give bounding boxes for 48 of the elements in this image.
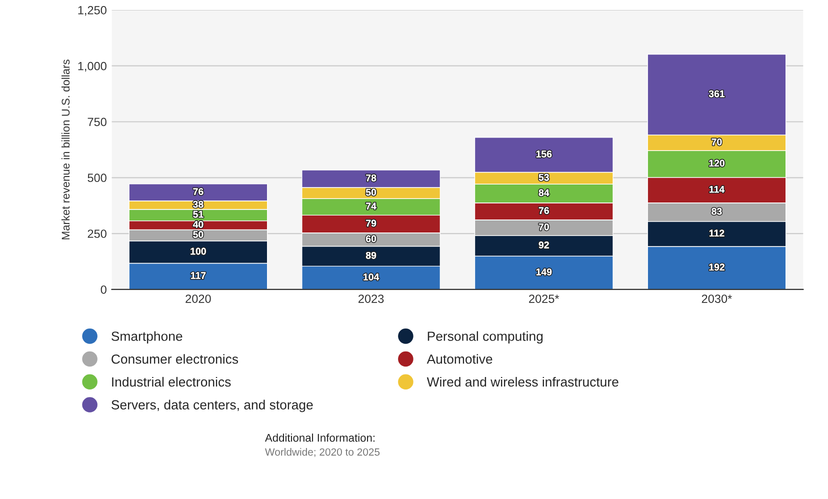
text: Additional Information: bbox=[264, 434, 375, 442]
data-label: 117 bbox=[190, 272, 206, 279]
data-label: 40 bbox=[192, 220, 204, 228]
data-label: 38 bbox=[193, 200, 204, 208]
data-label: 100 bbox=[190, 248, 206, 255]
data-label: 120 bbox=[709, 160, 724, 167]
data-label: 70 bbox=[712, 138, 722, 146]
legend-label: Consumer electronics bbox=[112, 354, 238, 364]
legend-label: Automotive bbox=[426, 354, 492, 364]
data-label: 50 bbox=[193, 231, 204, 238]
data-label: 50 bbox=[366, 188, 376, 196]
data-label: 76 bbox=[538, 207, 549, 214]
data-label: 149 bbox=[536, 268, 552, 276]
data-label: 53 bbox=[538, 174, 549, 181]
data-label: 114 bbox=[710, 186, 725, 193]
data-label: 104 bbox=[364, 274, 380, 280]
y-tick-label: 750 bbox=[88, 118, 106, 126]
x-tick-label: 2030* bbox=[702, 294, 732, 303]
y-tick-label: 0 bbox=[100, 285, 106, 294]
data-label: 361 bbox=[708, 90, 725, 98]
y-tick-label: 250 bbox=[88, 230, 106, 238]
data-label: 192 bbox=[709, 264, 724, 271]
legend-label: Personal computing bbox=[428, 331, 543, 344]
legend-label: Industrial electronics bbox=[112, 376, 231, 387]
data-label: 78 bbox=[366, 174, 376, 182]
x-tick-label: 2025* bbox=[529, 294, 560, 303]
data-label: 76 bbox=[193, 188, 204, 196]
data-label: 60 bbox=[366, 235, 376, 242]
data-label: 92 bbox=[538, 242, 549, 248]
data-label: 89 bbox=[366, 252, 376, 259]
legend-label: Wired and wireless infrastructure bbox=[426, 376, 618, 387]
y-tick-label: 1,000 bbox=[78, 62, 106, 72]
y-tick-label: 1,250 bbox=[78, 6, 106, 16]
data-label: 74 bbox=[366, 202, 376, 210]
data-label: 79 bbox=[366, 220, 376, 227]
data-label: 51 bbox=[193, 210, 204, 218]
data-label: 156 bbox=[536, 150, 552, 158]
data-label: 84 bbox=[538, 189, 550, 196]
legend-label: Servers, data centers, and storage bbox=[112, 400, 313, 412]
text: Worldwide; 2020 to 2025 bbox=[265, 448, 380, 457]
data-label: 70 bbox=[538, 223, 549, 230]
legend-label: Smartphone bbox=[112, 331, 182, 344]
y-axis-title: Market revenue in billion U.S. dollars bbox=[61, 60, 70, 240]
x-tick-label: 2020 bbox=[186, 294, 211, 303]
data-label: 83 bbox=[712, 208, 722, 215]
y-tick-label: 500 bbox=[88, 174, 106, 182]
x-tick-label: 2023 bbox=[358, 294, 384, 303]
data-label: 112 bbox=[710, 230, 724, 236]
